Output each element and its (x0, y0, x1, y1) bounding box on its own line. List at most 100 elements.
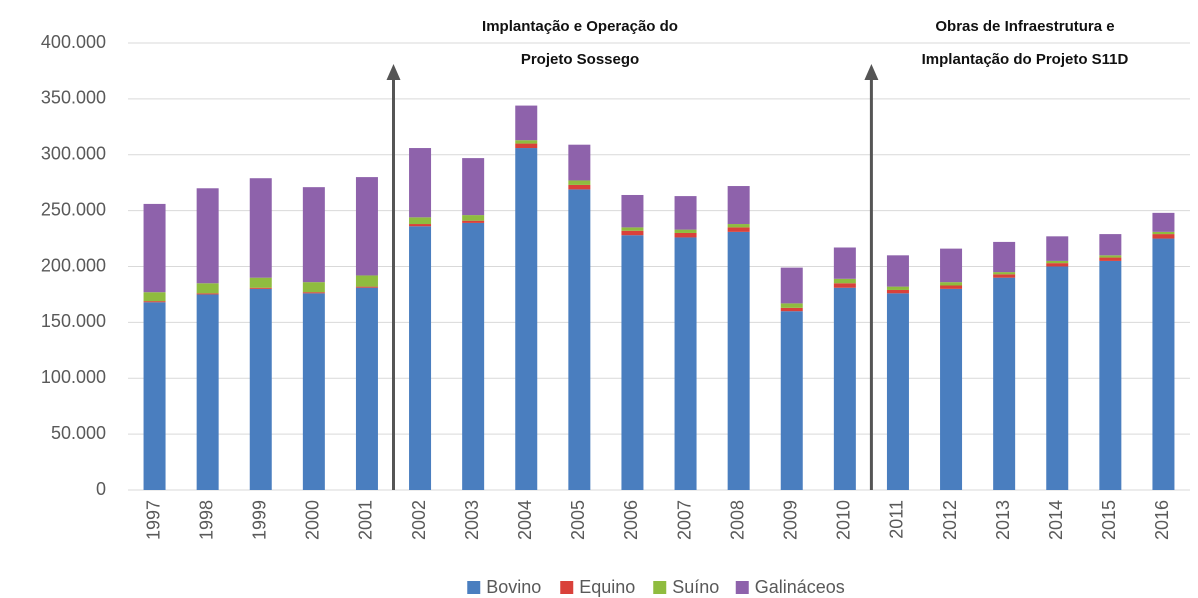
bar-segment (196, 293, 219, 295)
bar-segment (1099, 260, 1122, 490)
bar-segment (886, 255, 909, 287)
bar-segment (302, 292, 325, 294)
legend-swatch (735, 581, 749, 594)
bar-segment (409, 217, 432, 225)
bar-segment (355, 177, 378, 276)
bar-segment (940, 248, 963, 283)
bar-segment (621, 194, 644, 228)
x-tick-label: 2011 (887, 500, 907, 539)
bar-segment (780, 303, 803, 308)
bar-segment (302, 282, 325, 293)
y-tick-label: 250.000 (41, 199, 106, 219)
bar-segment (940, 282, 963, 286)
bar-segment (568, 180, 591, 185)
legend-label: Suíno (672, 577, 719, 597)
bar-segment (993, 277, 1016, 490)
bar-segment (196, 188, 219, 284)
bar-segment (993, 272, 1016, 275)
bar-segment (674, 229, 697, 233)
bar-segment (621, 227, 644, 231)
x-tick-label: 2003 (462, 500, 482, 540)
bar-segment (249, 277, 272, 288)
y-tick-label: 350.000 (41, 88, 106, 108)
bar-segment (727, 186, 750, 225)
bar-segment (409, 148, 432, 218)
bar-segment (886, 286, 909, 290)
x-tick-label: 2007 (674, 500, 694, 540)
bar-segment (143, 292, 166, 302)
bar-segment (674, 196, 697, 230)
x-tick-label: 1998 (196, 500, 216, 540)
legend-label: Equino (579, 577, 635, 597)
bar-segment (674, 237, 697, 490)
arrow-head (864, 64, 879, 80)
bar-segment (993, 274, 1016, 278)
x-tick-label: 2000 (303, 500, 323, 540)
x-tick-label: 2016 (1152, 500, 1172, 540)
bar-segment (302, 187, 325, 283)
bar-segment (462, 215, 485, 221)
bar-segment (196, 283, 219, 294)
bar-segment (515, 105, 538, 141)
bar-segment (727, 227, 750, 232)
bar-segment (940, 285, 963, 289)
bar-segment (727, 224, 750, 228)
y-tick-label: 400.000 (41, 32, 106, 52)
bar-segment (568, 184, 591, 190)
x-tick-label: 2001 (356, 500, 376, 540)
bar-segment (143, 203, 166, 293)
x-tick-label: 2014 (1046, 500, 1066, 540)
bar-segment (355, 286, 378, 288)
bar-segment (568, 189, 591, 490)
legend-swatch (560, 581, 574, 594)
bar-segment (462, 222, 485, 491)
x-tick-label: 2005 (568, 500, 588, 540)
y-tick-label: 150.000 (41, 311, 106, 331)
bar-segment (249, 288, 272, 490)
bar-segment (780, 307, 803, 312)
bar-segment (143, 301, 166, 303)
bar-segment (1046, 260, 1069, 264)
x-tick-label: 2015 (1099, 500, 1119, 540)
bar-segment (993, 241, 1016, 273)
bar-segment (1152, 231, 1175, 235)
bar-segment (409, 226, 432, 490)
annotation-text: Obras de Infraestrutura e (935, 18, 1114, 35)
bar-segment (833, 247, 856, 279)
bar-segment (886, 289, 909, 294)
bar-segment (833, 287, 856, 490)
annotation-text: Implantação e Operação do (482, 18, 678, 35)
bar-segment (302, 293, 325, 490)
bar-segment (462, 220, 485, 223)
bar-segment (515, 140, 538, 144)
y-tick-label: 300.000 (41, 144, 106, 164)
bar-segment (1152, 238, 1175, 490)
bar-segment (780, 311, 803, 490)
bar-segment (1099, 257, 1122, 261)
legend-swatch (653, 581, 667, 594)
bar-segment (1046, 266, 1069, 490)
bar-segment (1046, 236, 1069, 261)
bar-segment (568, 144, 591, 181)
bar-segment (515, 143, 538, 149)
legend-label: Galináceos (755, 577, 845, 597)
x-tick-label: 2009 (781, 500, 801, 540)
bar-segment (249, 178, 272, 278)
annotation-text: Implantação do Projeto S11D (922, 51, 1129, 68)
x-tick-label: 2012 (940, 500, 960, 540)
bar-segment (355, 275, 378, 287)
bar-segment (727, 231, 750, 491)
bar-segment (515, 148, 538, 491)
bar-segment (780, 267, 803, 304)
bar-segment (1046, 263, 1069, 267)
bar-segment (886, 293, 909, 490)
bar-segment (409, 224, 432, 227)
bar-segment (1152, 234, 1175, 239)
bar-segment (1152, 212, 1175, 232)
x-tick-label: 2008 (727, 500, 747, 540)
x-tick-label: 2010 (834, 500, 854, 540)
bar-segment (621, 235, 644, 490)
x-tick-label: 2013 (993, 500, 1013, 540)
bar-segment (621, 230, 644, 236)
